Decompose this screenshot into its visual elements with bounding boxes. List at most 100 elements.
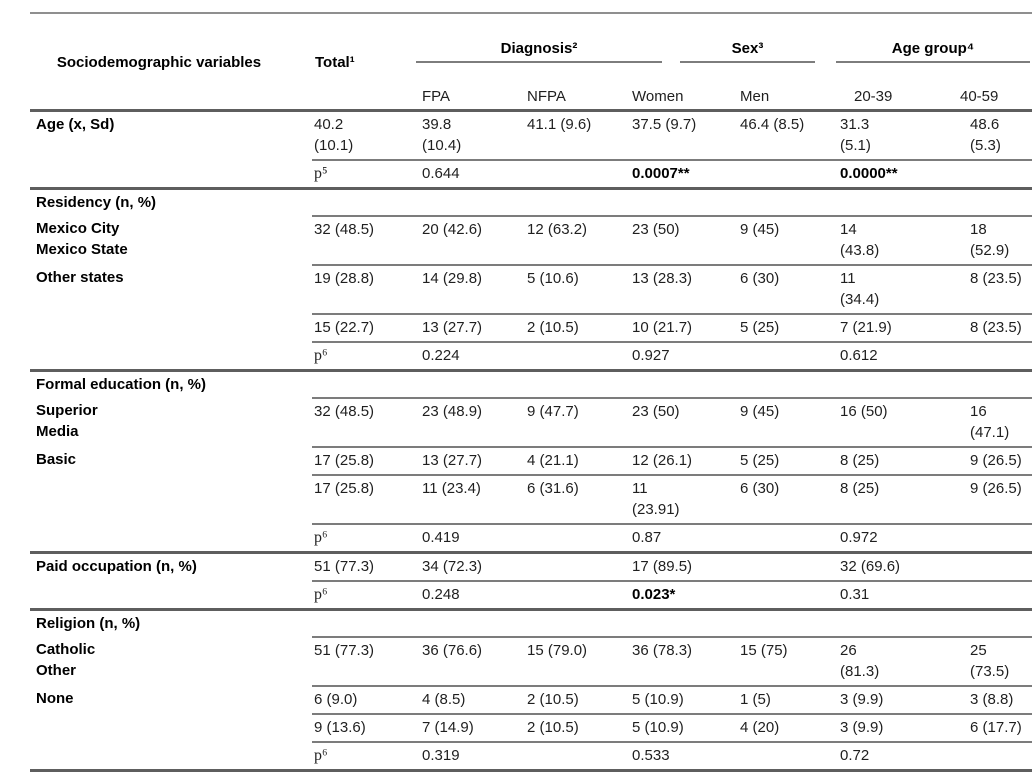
- cell-total: p⁶: [312, 524, 420, 554]
- cell-age-40-59: 25 (73.5): [958, 637, 1033, 687]
- cell-men: 5 (25): [738, 447, 838, 476]
- cell-women: 0.927: [630, 342, 738, 372]
- cell-nfpa: [525, 609, 630, 638]
- column-header-20-39: 20-39: [838, 85, 958, 112]
- cell-variable-label: Paid occupation (n, %): [36, 558, 197, 575]
- cell-variable-label: Formal education (n, %): [36, 376, 207, 393]
- cell-women: 11 (23.91): [630, 475, 738, 525]
- cell-men: 6 (30): [738, 265, 838, 315]
- cell-variable-label: Superior Media: [36, 402, 98, 440]
- table-body: Age (x, Sd) 40.2 (10.1) 39.8 (10.4) 41.1 (9…: [30, 110, 1033, 772]
- cell-total: [312, 370, 420, 399]
- cell-total: 15 (22.7): [312, 314, 420, 343]
- row-education-basic: Basic 17 (25.8) 13 (27.7) 4 (21.1) 12 (26.1)…: [30, 447, 1033, 476]
- cell-men: 5 (25): [738, 314, 838, 343]
- header-group-row: Sociodemographic variables Total¹ Diagno…: [30, 12, 1033, 112]
- cell-age-20-39: [838, 370, 958, 399]
- cell-variable-label: Other states: [36, 269, 124, 286]
- cell-total: p⁵: [312, 160, 420, 190]
- cell-total: p⁶: [312, 581, 420, 611]
- cell-men: [738, 188, 838, 217]
- row-p6-religion: p⁶ 0.319 0.533 0.72: [30, 742, 1033, 772]
- cell-nfpa: 2 (10.5): [525, 314, 630, 343]
- row-residency-mexico-city-state: Mexico City Mexico State 32 (48.5) 20 (42.…: [30, 216, 1033, 266]
- column-group-diagnosis: Diagnosis²: [416, 12, 662, 85]
- cell-age-40-59: [958, 609, 1033, 638]
- row-residency-third: 15 (22.7) 13 (27.7) 2 (10.5) 10 (21.7) 5 (25…: [30, 314, 1033, 343]
- row-p5: p⁵ 0.644 0.0007** 0.0000**: [30, 160, 1033, 190]
- cell-total: 6 (9.0): [312, 686, 420, 715]
- cell-fpa: 20 (42.6): [420, 216, 525, 266]
- page: Sociodemographic variables Total¹ Diagno…: [30, 12, 1033, 772]
- cell-age-40-59: [958, 160, 1033, 190]
- cell-nfpa: 15 (79.0): [525, 637, 630, 687]
- column-group-age: Age group⁴: [836, 12, 1033, 85]
- cell-age-20-39: 0.72: [838, 742, 958, 772]
- cell-fpa: 36 (76.6): [420, 637, 525, 687]
- sex-group-label: Sex³: [680, 38, 815, 63]
- cell-fpa: 39.8 (10.4): [420, 110, 525, 161]
- cell-total: [312, 609, 420, 638]
- cell-age-20-39: 11 (34.4): [838, 265, 958, 315]
- cell-age-40-59: 3 (8.8): [958, 686, 1033, 715]
- cell-fpa: 34 (72.3): [420, 552, 525, 582]
- cell-nfpa: 9 (47.7): [525, 398, 630, 448]
- cell-variable-label: [30, 714, 312, 742]
- cell-women: 23 (50): [630, 216, 738, 266]
- cell-variable-label: [30, 160, 312, 190]
- cell-fpa: 7 (14.9): [420, 714, 525, 743]
- cell-fpa: 0.419: [420, 524, 525, 554]
- column-header-fpa: FPA: [420, 85, 525, 112]
- cell-women: 12 (26.1): [630, 447, 738, 476]
- cell-men: [738, 160, 838, 190]
- cell-age-20-39: 14 (43.8): [838, 216, 958, 266]
- cell-men: [738, 342, 838, 372]
- cell-men: 1 (5): [738, 686, 838, 715]
- cell-age-20-39: 3 (9.9): [838, 714, 958, 743]
- row-religion-header: Religion (n, %): [30, 609, 1033, 638]
- cell-total: 19 (28.8): [312, 265, 420, 315]
- cell-fpa: 14 (29.8): [420, 265, 525, 315]
- row-paid-occupation: Paid occupation (n, %) 51 (77.3) 34 (72.3)…: [30, 552, 1033, 582]
- row-p6-paid-occupation: p⁶ 0.248 0.023* 0.31: [30, 581, 1033, 611]
- row-education-third: 17 (25.8) 11 (23.4) 6 (31.6) 11 (23.91) 6 (3…: [30, 475, 1033, 525]
- row-age: Age (x, Sd) 40.2 (10.1) 39.8 (10.4) 41.1 (9…: [30, 110, 1033, 161]
- cell-age-40-59: 8 (23.5): [958, 265, 1033, 315]
- cell-age-20-39: 0.0000**: [838, 160, 958, 190]
- cell-age-20-39: [838, 188, 958, 217]
- cell-fpa: [420, 609, 525, 638]
- cell-women: 0.533: [630, 742, 738, 772]
- cell-nfpa: 5 (10.6): [525, 265, 630, 315]
- cell-nfpa: [525, 370, 630, 399]
- row-residency-header: Residency (n, %): [30, 188, 1033, 217]
- cell-variable-label: Basic: [36, 451, 77, 468]
- cell-men: [738, 524, 838, 554]
- cell-age-20-39: 8 (25): [838, 447, 958, 476]
- cell-fpa: 0.644: [420, 160, 525, 190]
- cell-nfpa: [525, 188, 630, 217]
- cell-fpa: [420, 188, 525, 217]
- column-header-men: Men: [738, 85, 838, 112]
- cell-women: 36 (78.3): [630, 637, 738, 687]
- cell-nfpa: [525, 742, 630, 772]
- cell-fpa: 0.319: [420, 742, 525, 772]
- column-header-nfpa: NFPA: [525, 85, 630, 112]
- row-religion-third: 9 (13.6) 7 (14.9) 2 (10.5) 5 (10.9) 4 (20) 3 …: [30, 714, 1033, 743]
- cell-variable-label: Catholic Other: [36, 641, 96, 679]
- cell-age-40-59: 18 (52.9): [958, 216, 1033, 266]
- cell-nfpa: 6 (31.6): [525, 475, 630, 525]
- row-education-header: Formal education (n, %): [30, 370, 1033, 399]
- cell-variable-label: [30, 742, 312, 772]
- cell-age-20-39: 0.972: [838, 524, 958, 554]
- cell-nfpa: 12 (63.2): [525, 216, 630, 266]
- cell-women: [630, 188, 738, 217]
- cell-nfpa: [525, 160, 630, 190]
- cell-age-40-59: 16 (47.1): [958, 398, 1033, 448]
- column-header-40-59: 40-59: [958, 85, 1033, 112]
- row-religion-catholic-other: Catholic Other 51 (77.3) 36 (76.6) 15 (79.0…: [30, 637, 1033, 687]
- cell-age-40-59: [958, 342, 1033, 372]
- cell-age-40-59: [958, 524, 1033, 554]
- column-group-sex: Sex³: [630, 12, 838, 85]
- cell-women: 37.5 (9.7): [630, 110, 738, 161]
- cell-age-20-39: 8 (25): [838, 475, 958, 525]
